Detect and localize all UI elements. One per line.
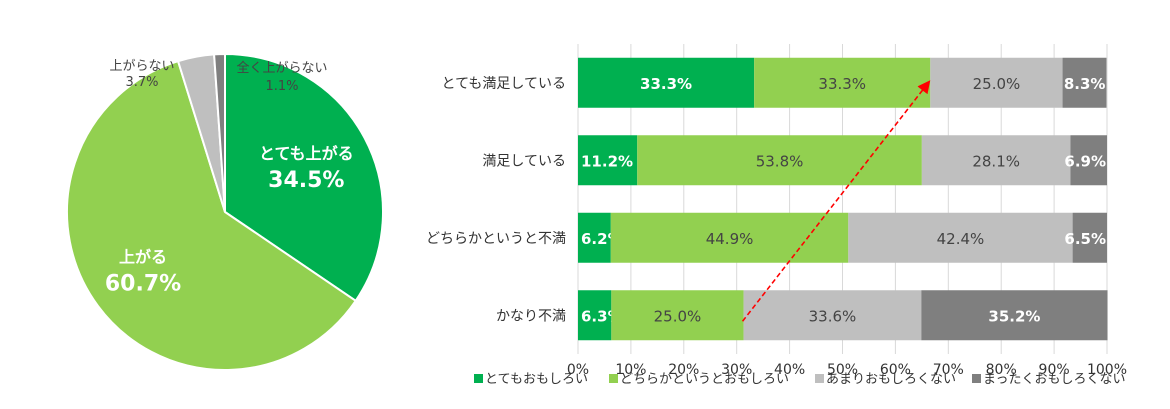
legend-label-2: あまりおもしろくない [826, 372, 956, 387]
bar-segment-3-2 [1072, 212, 1107, 263]
bar-segment-0-3 [578, 290, 612, 341]
pie-label-0: とても上がる [259, 144, 354, 163]
bar-segment-1-3 [611, 290, 744, 341]
pie-value-label-1: 60.7% [105, 272, 181, 297]
stacked-bar-chart: 0% 10% 20% 30% 40% 50% 60% 70% 80% 90% 100% とても満足して… [426, 44, 1127, 378]
bar-segment-2-1 [921, 135, 1071, 186]
bar-segment-0-0 [578, 57, 755, 108]
legend-label-1: どちらかというとおもしろい [620, 372, 789, 387]
x-tick-label-8: 80% [986, 362, 1017, 378]
bar-segment-1-0 [754, 57, 931, 108]
bar-value-label-3-3: 35.2% [988, 307, 1040, 325]
legend-swatch-3 [972, 374, 981, 383]
pie-value-label-2: 3.7% [125, 75, 158, 90]
x-tick-label-2: 20% [668, 362, 699, 378]
legend-label-3: まったくおもしろくない [983, 372, 1125, 387]
x-tick-label-0: 0% [567, 362, 589, 378]
x-tick-label-3: 30% [721, 362, 752, 378]
bar-value-label-1-1: 53.8% [756, 152, 804, 170]
bar-segment-1-1 [637, 135, 922, 186]
x-tick-label-7: 70% [933, 362, 964, 378]
bar-value-label-2-2: 42.4% [937, 230, 985, 248]
legend: とてもおもしろい どちらかというとおもしろい あまりおもしろくない まったくおもしろく… [474, 372, 1125, 387]
x-tick-label-4: 40% [774, 362, 805, 378]
x-tick-label-5: 50% [827, 362, 858, 378]
bar-value-label-0-1: 11.2% [581, 152, 633, 170]
bar-value-label-2-1: 28.1% [972, 152, 1020, 170]
bar-value-label-1-2: 44.9% [706, 230, 754, 248]
pie-slice-1 [66, 59, 358, 371]
x-tick-label-6: 60% [880, 362, 911, 378]
pie-value-label-3: 1.1% [265, 79, 298, 94]
pie-label-1: 上がる [119, 248, 167, 267]
legend-swatch-2 [815, 374, 824, 383]
pie-label-3: 全く上がらない [236, 60, 327, 76]
bar-value-label-1-3: 25.0% [654, 307, 702, 325]
pie-slice-0 [224, 52, 384, 303]
bar-value-label-2-3: 33.6% [809, 307, 857, 325]
bar-segment-2-3 [743, 290, 922, 341]
bar-value-label-2-0: 25.0% [973, 75, 1021, 93]
bar-value-label-3-1: 6.9% [1064, 152, 1106, 170]
legend-label-0: とてもおもしろい [485, 372, 588, 387]
bar-value-label-3-0: 8.3% [1064, 75, 1106, 93]
legend-swatch-0 [474, 374, 483, 383]
pie-value-label-0: 34.5% [268, 168, 344, 193]
bar-segment-0-1 [578, 135, 638, 186]
bar-segment-2-0 [930, 57, 1063, 108]
category-label-0: とても満足している [442, 76, 566, 92]
x-tick-label-9: 90% [1039, 362, 1070, 378]
category-label-1: 満足している [482, 153, 566, 169]
bar-segment-1-2 [610, 212, 849, 263]
bar-segment-3-3 [921, 290, 1108, 341]
x-tick-label-10: 100% [1087, 362, 1127, 378]
category-label-3: かなり不満 [496, 308, 566, 324]
pie-slice-3 [213, 52, 226, 213]
pie-label-2: 上がらない [109, 59, 174, 74]
bar-segment-0-2 [578, 212, 611, 263]
bar-segment-3-1 [1070, 135, 1107, 186]
trend-arrow [741, 80, 931, 322]
category-label-2: どちらかというと不満 [426, 231, 566, 247]
bar-segment-2-2 [848, 212, 1073, 263]
bar-value-label-1-0: 33.3% [818, 75, 866, 93]
bar-value-label-3-2: 6.5% [1064, 230, 1106, 248]
bar-segment-3-0 [1062, 57, 1107, 108]
legend-swatch-1 [609, 374, 618, 383]
bar-value-label-0-0: 33.3% [640, 75, 692, 93]
x-tick-label-1: 10% [615, 362, 646, 378]
